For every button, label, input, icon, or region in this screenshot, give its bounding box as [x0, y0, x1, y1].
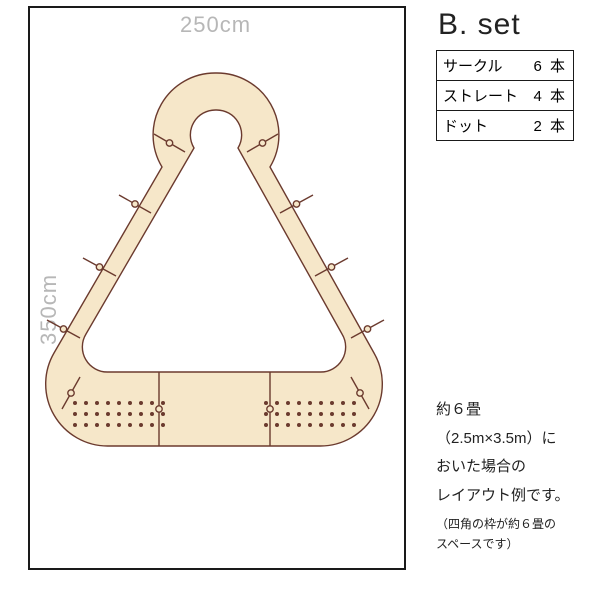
parts-row: ストレート4 本 — [437, 81, 573, 111]
parts-row: ドット2 本 — [437, 111, 573, 140]
set-title: B. set — [438, 8, 521, 42]
caption-small: （四角の枠が約６畳のスペースです） — [436, 514, 570, 555]
parts-name: ドット — [437, 111, 527, 140]
parts-qty: 2 本 — [527, 111, 573, 140]
layout-caption: 約６畳（2.5m×3.5m）においた場合のレイアウト例です。 （四角の枠が約６畳の… — [436, 396, 570, 555]
caption-line: おいた場合の — [436, 453, 570, 482]
parts-row: サークル6 本 — [437, 51, 573, 81]
parts-name: サークル — [437, 51, 527, 80]
parts-qty: 4 本 — [527, 81, 573, 110]
caption-line: （2.5m×3.5m）に — [436, 425, 570, 454]
parts-name: ストレート — [437, 81, 527, 110]
parts-table: サークル6 本ストレート4 本ドット2 本 — [436, 50, 574, 141]
parts-qty: 6 本 — [527, 51, 573, 80]
canvas: 250cm 350cm B. set サークル6 本ストレート4 本ドット2 本… — [0, 0, 595, 595]
caption-line: レイアウト例です。 — [436, 482, 570, 511]
caption-line: 約６畳 — [436, 396, 570, 425]
